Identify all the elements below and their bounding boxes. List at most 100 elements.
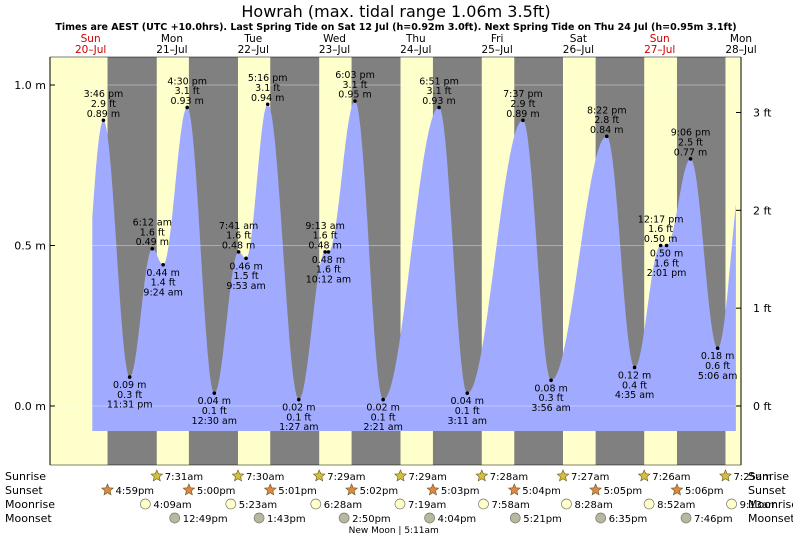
date-label: 23–Jul (319, 44, 350, 56)
moon-icon (253, 512, 265, 524)
tide-time: 3:11 am (448, 416, 487, 427)
tide-point (437, 105, 441, 110)
date-label: 27–Jul (644, 44, 675, 56)
tide-height-ft: 2.5 ft (678, 138, 703, 149)
tide-time: 2:21 am (363, 422, 402, 433)
moonset-time: 2:50pm (352, 514, 391, 525)
sun-star-icon (556, 469, 570, 482)
tide-point (715, 346, 720, 351)
tide-height-ft: 0.1 ft (455, 406, 480, 417)
row-label-left: Sunrise (5, 470, 46, 483)
date-label: 20–Jul (75, 44, 106, 56)
sunset-time: 5:00pm (197, 486, 236, 497)
tide-height-m: 0.89 m (87, 109, 120, 120)
tide-time: 9:53 am (226, 281, 265, 292)
moon-icon (726, 498, 737, 510)
moon-icon (595, 512, 607, 524)
tide-height-ft: 1.6 ft (140, 227, 165, 238)
moon-icon (225, 498, 237, 510)
tide-height-m: 0.12 m (618, 370, 651, 381)
tide-height-ft: 2.8 ft (594, 115, 619, 126)
day-label: Mon (161, 33, 183, 45)
moon-icon (394, 498, 406, 510)
date-label: 22–Jul (238, 44, 269, 56)
tide-point (381, 397, 385, 402)
sunset-time: 5:01pm (278, 486, 317, 497)
moon-icon (140, 498, 151, 510)
moon-icon (424, 512, 435, 524)
date-label: 24–Jul (400, 44, 431, 56)
tide-point (296, 397, 301, 402)
moonrise-time: 5:23am (239, 500, 277, 511)
tide-height-ft: 2.9 ft (510, 99, 535, 110)
moon-phase-label: New Moon | 5:11am (349, 526, 439, 536)
tide-point (101, 118, 106, 123)
tide-height-m: 0.48 m (308, 240, 341, 251)
tide-time: 8:22 pm (587, 105, 627, 116)
tide-point (161, 262, 165, 267)
sun-star-icon (263, 483, 277, 496)
tide-time: 5:06 am (698, 371, 737, 382)
moon-icon (561, 498, 572, 510)
row-label-right: Moonset (748, 512, 793, 525)
tide-time: 10:12 am (306, 275, 351, 286)
tide-point (236, 250, 241, 254)
tide-point (549, 378, 553, 383)
tide-time: 11:31 pm (107, 400, 153, 411)
tide-point (150, 246, 155, 251)
day-label: Sat (570, 33, 587, 45)
chart-subtitle: Times are AEST (UTC +10.0hrs). Last Spri… (55, 22, 736, 33)
tide-point (604, 134, 609, 139)
moon-icon (338, 512, 350, 524)
sunset-time: 5:05pm (604, 486, 643, 497)
sun-star-icon (670, 483, 684, 496)
tide-point (265, 102, 270, 107)
tide-point (664, 243, 669, 248)
sun-star-icon (394, 469, 407, 482)
tide-time: 6:03 pm (335, 70, 375, 81)
sunset-time: 4:59pm (116, 486, 155, 497)
tide-height-ft: 0.4 ft (622, 380, 647, 391)
row-label-left: Moonrise (5, 498, 55, 511)
sunset-time: 5:06pm (685, 486, 724, 497)
tide-height-ft: 0.1 ft (286, 412, 311, 423)
tide-time: 9:24 am (143, 287, 182, 298)
tide-height-ft: 0.1 ft (202, 406, 227, 417)
tide-height-m: 0.50 m (644, 234, 677, 245)
moon-icon (680, 512, 692, 524)
sun-star-icon (345, 483, 359, 496)
tide-time: 9:06 pm (671, 128, 711, 139)
tide-time: 6:12 am (133, 218, 172, 229)
y-tick-label-right: 1 ft (753, 302, 772, 315)
tide-point (688, 157, 693, 161)
tide-height-m: 0.04 m (451, 396, 484, 407)
tide-point (185, 105, 189, 110)
tide-height-m: 0.48 m (222, 240, 255, 251)
day-label: Mon (730, 33, 752, 45)
tide-height-ft: 1.6 ft (316, 265, 341, 276)
tide-height-m: 0.95 m (338, 90, 371, 101)
tide-height-ft: 1.6 ft (654, 258, 679, 269)
tide-height-m: 0.93 m (422, 96, 455, 107)
tide-height-ft: 1.6 ft (313, 231, 338, 242)
moon-icon (169, 512, 181, 524)
y-tick-label-left: 0.0 m (14, 400, 46, 413)
tide-height-m: 0.93 m (170, 96, 203, 107)
moonrise-time: 7:58am (491, 500, 529, 511)
tide-height-m: 0.84 m (590, 125, 623, 136)
row-label-right: Sunrise (748, 470, 789, 483)
tide-height-m: 0.18 m (701, 351, 734, 362)
moonset-time: 6:35pm (609, 514, 648, 525)
day-label: Tue (243, 33, 262, 45)
sunrise-time: 7:25am (733, 472, 771, 483)
tide-time: 7:41 am (219, 221, 258, 232)
sunrise-time: 7:28am (490, 472, 528, 483)
tide-time: 1:27 am (279, 422, 318, 433)
tide-time: 3:56 am (531, 403, 570, 414)
day-label: Wed (323, 33, 346, 45)
moonset-time: 12:49pm (183, 514, 228, 525)
sunrise-time: 7:26am (652, 472, 690, 483)
sunrise-time: 7:29am (327, 472, 365, 483)
tide-area-path (92, 101, 736, 431)
tide-time: 9:13 am (305, 221, 344, 232)
